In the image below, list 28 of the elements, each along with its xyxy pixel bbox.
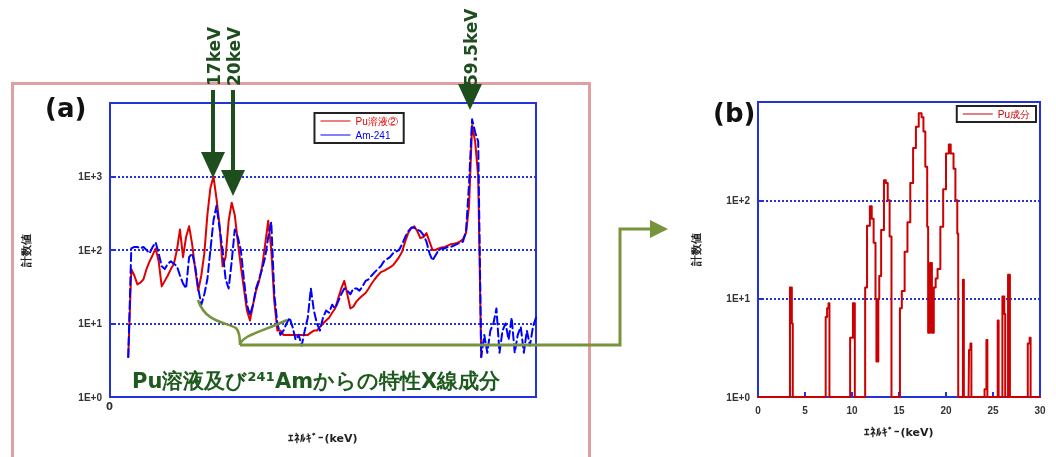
text: 59.5keV xyxy=(461,7,481,86)
text: 20keV xyxy=(224,25,244,86)
x-axis-title: ｴﾈﾙｷﾞｰ(keV) xyxy=(864,426,934,439)
y-tick-label: 1E+0 xyxy=(78,391,103,403)
chart-title: (a) xyxy=(45,93,87,123)
line-series xyxy=(127,118,537,359)
legend-label: Am-241 xyxy=(355,129,391,141)
x-axis-title: ｴﾈﾙｷﾞｰ(keV) xyxy=(288,432,358,445)
chart-title: (b) xyxy=(713,98,756,128)
x-tick-label: 0 xyxy=(755,404,762,416)
text: 17keV xyxy=(204,25,224,86)
x-tick-label: 20 xyxy=(940,404,952,416)
y-tick-label: 1E+3 xyxy=(78,171,103,182)
legend-label: Pu溶液② xyxy=(355,115,398,127)
y-tick-label: 1E+1 xyxy=(78,318,103,329)
annotation: Pu溶液及び²⁴¹Amからの特性X線成分 xyxy=(132,368,502,393)
x-tick-label: 5 xyxy=(802,404,809,416)
x-tick-label: 30 xyxy=(1034,404,1046,416)
y-tick-label: 1E+2 xyxy=(78,244,103,256)
y-axis-title: 計数値 xyxy=(690,233,703,267)
y-axis-title: 計数値 xyxy=(20,233,33,268)
y-tick-label: 1E+2 xyxy=(726,194,751,206)
x-tick-label: 10 xyxy=(846,404,858,416)
y-tick-label: 1E+0 xyxy=(726,391,751,403)
x-tick-label: 15 xyxy=(893,404,905,416)
x-tick-label: 25 xyxy=(987,404,999,416)
y-tick-label: 1E+1 xyxy=(726,293,751,305)
legend-label: Pu成分 xyxy=(997,108,1030,120)
